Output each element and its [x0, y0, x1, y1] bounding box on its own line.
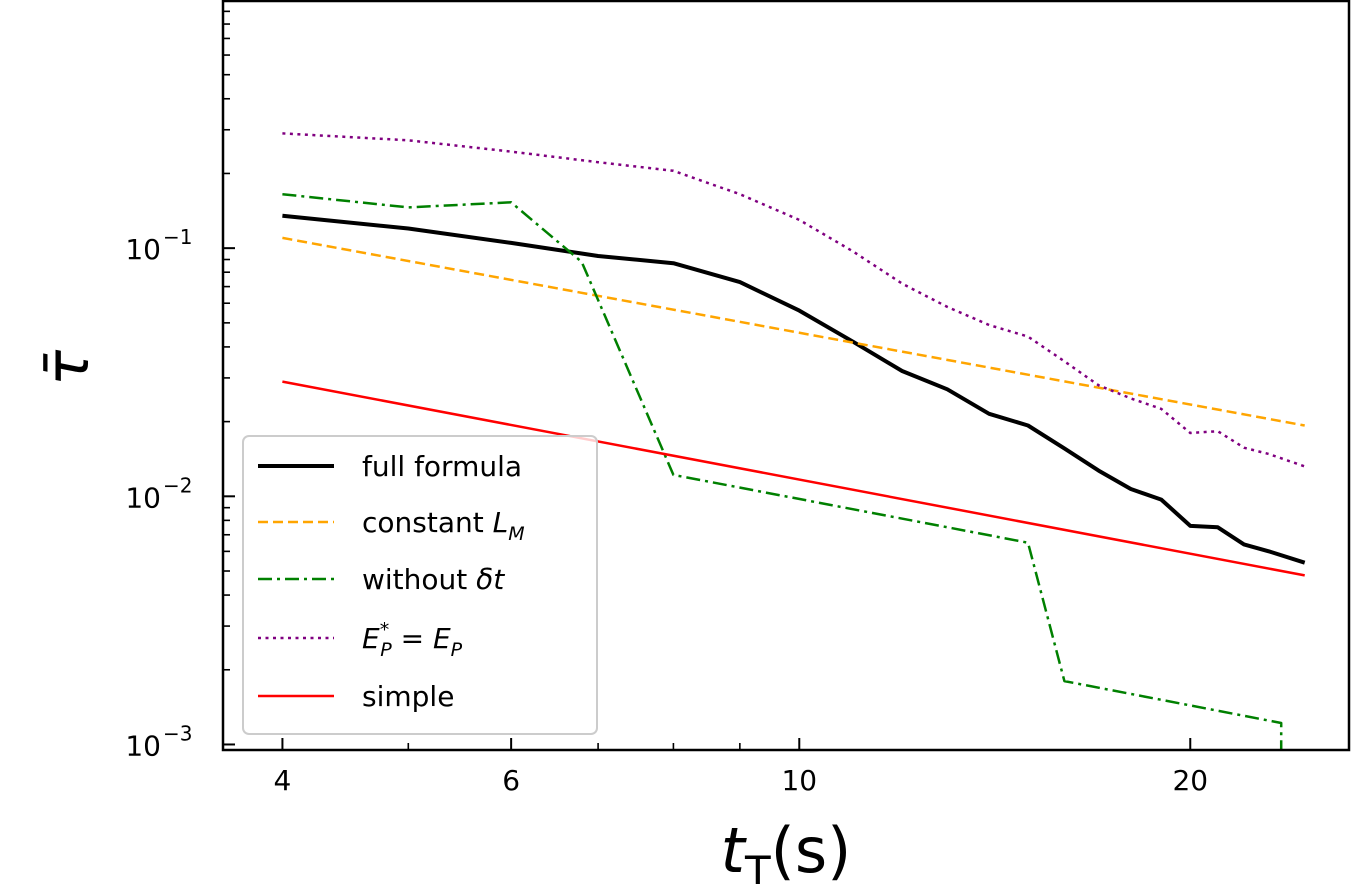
series-line-1: [282, 236, 1305, 427]
series-line-4: [282, 380, 1305, 577]
y-tick-label-exp-1: −2: [163, 473, 192, 497]
x-tick-label-1: 6: [502, 764, 520, 797]
y-tick-label-0: 10: [125, 729, 161, 762]
plot-area: [221, 0, 1351, 752]
series-line-0: [282, 213, 1306, 565]
legend-label-1: constant LM: [362, 506, 525, 545]
legend-label-4: simple: [362, 680, 454, 713]
x-tick-label-2: 10: [781, 764, 817, 797]
series-line-2: [282, 192, 1283, 750]
legend-label-2: without δt: [362, 563, 505, 596]
series-line-3: [282, 132, 1306, 468]
y-tick-label-1: 10: [125, 481, 161, 514]
x-tick-label-3: 20: [1172, 764, 1208, 797]
legend-box: [242, 435, 598, 735]
x-axis-label: tT(s): [721, 814, 852, 884]
plot-frame: [221, 0, 1351, 752]
y-axis-label: τ̄: [33, 349, 103, 386]
x-axis-title: tT(s): [721, 814, 852, 884]
legend-label-0: full formula: [362, 450, 522, 483]
legend: full formula constant LM without δt E* P = E…: [242, 435, 598, 735]
y-tick-label-exp-0: −3: [163, 721, 192, 745]
legend-label-3: E* P = EP: [362, 619, 463, 661]
y-tick-label-exp-2: −1: [163, 225, 192, 249]
series-layer: [282, 132, 1306, 750]
x-tick-label-0: 4: [274, 764, 292, 797]
y-tick-label-2: 10: [125, 233, 161, 266]
y-axis-title: τ̄: [33, 349, 103, 386]
